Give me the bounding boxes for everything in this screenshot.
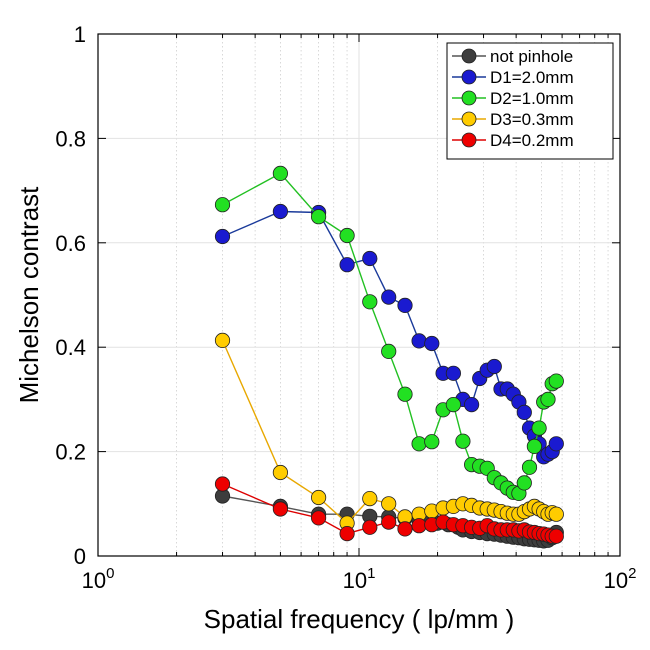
data-point [445, 365, 461, 381]
x-tick-label: 100 [82, 565, 115, 593]
data-point [214, 228, 231, 245]
data-point [521, 459, 538, 475]
data-point [424, 335, 440, 352]
legend-marker [461, 48, 477, 64]
data-point [310, 489, 327, 506]
data-point [548, 528, 564, 544]
data-point [486, 358, 502, 375]
data-point [548, 436, 564, 452]
y-tick-label: 0.8 [55, 126, 86, 151]
data-point [214, 476, 231, 492]
legend-label: D4=0.2mm [490, 131, 574, 150]
legend-marker [461, 69, 477, 85]
data-point [540, 391, 556, 407]
legend: not pinhole D1=2.0mm D2=1.0mm D3=0.3mm D4=0.… [446, 42, 614, 160]
data-point [455, 433, 471, 449]
data-point [362, 490, 378, 507]
y-tick-label: 0.4 [55, 335, 86, 360]
data-point [272, 203, 288, 220]
data-point [272, 501, 288, 517]
y-tick-label: 0.2 [55, 440, 86, 465]
data-point [381, 514, 397, 530]
data-point [463, 396, 480, 413]
data-point [516, 475, 532, 491]
data-point [526, 438, 543, 454]
data-point [411, 333, 427, 349]
data-point [362, 519, 378, 535]
data-point [516, 404, 532, 420]
data-point [310, 510, 327, 526]
legend-marker [461, 111, 477, 127]
series-3 [214, 332, 564, 531]
data-point [310, 209, 327, 225]
legend-label: D3=0.3mm [490, 110, 574, 129]
data-point [272, 165, 288, 181]
data-point [411, 436, 427, 452]
data-point [339, 227, 355, 244]
legend-marker [461, 132, 477, 148]
data-point [424, 434, 440, 450]
y-tick-label: 0 [74, 544, 86, 569]
legend-label: D2=1.0mm [490, 89, 574, 108]
data-point [362, 294, 378, 310]
data-point [531, 420, 547, 436]
x-tick-label: 102 [604, 565, 637, 593]
data-point [397, 297, 413, 313]
axis-ticks: 100 101 102 0 0.2 0.4 0.6 0.8 1 [55, 22, 636, 593]
legend-marker [461, 90, 477, 106]
data-point [214, 197, 231, 213]
series-layer [214, 165, 564, 549]
legend-item: D4=0.2mm [452, 131, 574, 150]
x-axis-label: Spatial frequency ( lp/mm ) [204, 604, 515, 634]
y-tick-label: 1 [74, 22, 86, 47]
data-point [548, 506, 564, 522]
data-point [362, 250, 378, 267]
x-tick-label: 101 [343, 565, 376, 593]
data-point [397, 521, 413, 537]
legend-item: D3=0.3mm [452, 110, 574, 129]
y-tick-label: 0.6 [55, 231, 86, 256]
data-point [445, 396, 461, 413]
data-point [548, 373, 564, 389]
series-2 [214, 165, 564, 501]
data-point [339, 257, 355, 273]
legend-label: not pinhole [490, 47, 573, 66]
data-point [339, 525, 355, 542]
data-point [397, 386, 413, 402]
data-point [381, 343, 397, 359]
data-point [381, 289, 397, 305]
data-point [214, 332, 231, 348]
series-4 [214, 476, 564, 544]
y-axis-label: Michelson contrast [14, 186, 44, 404]
legend-item: D2=1.0mm [452, 89, 574, 108]
legend-label: D1=2.0mm [490, 68, 574, 87]
data-point [272, 464, 288, 481]
data-point [381, 496, 397, 512]
legend-item: D1=2.0mm [452, 68, 574, 87]
data-point [411, 518, 427, 534]
legend-item: not pinhole [452, 47, 573, 66]
